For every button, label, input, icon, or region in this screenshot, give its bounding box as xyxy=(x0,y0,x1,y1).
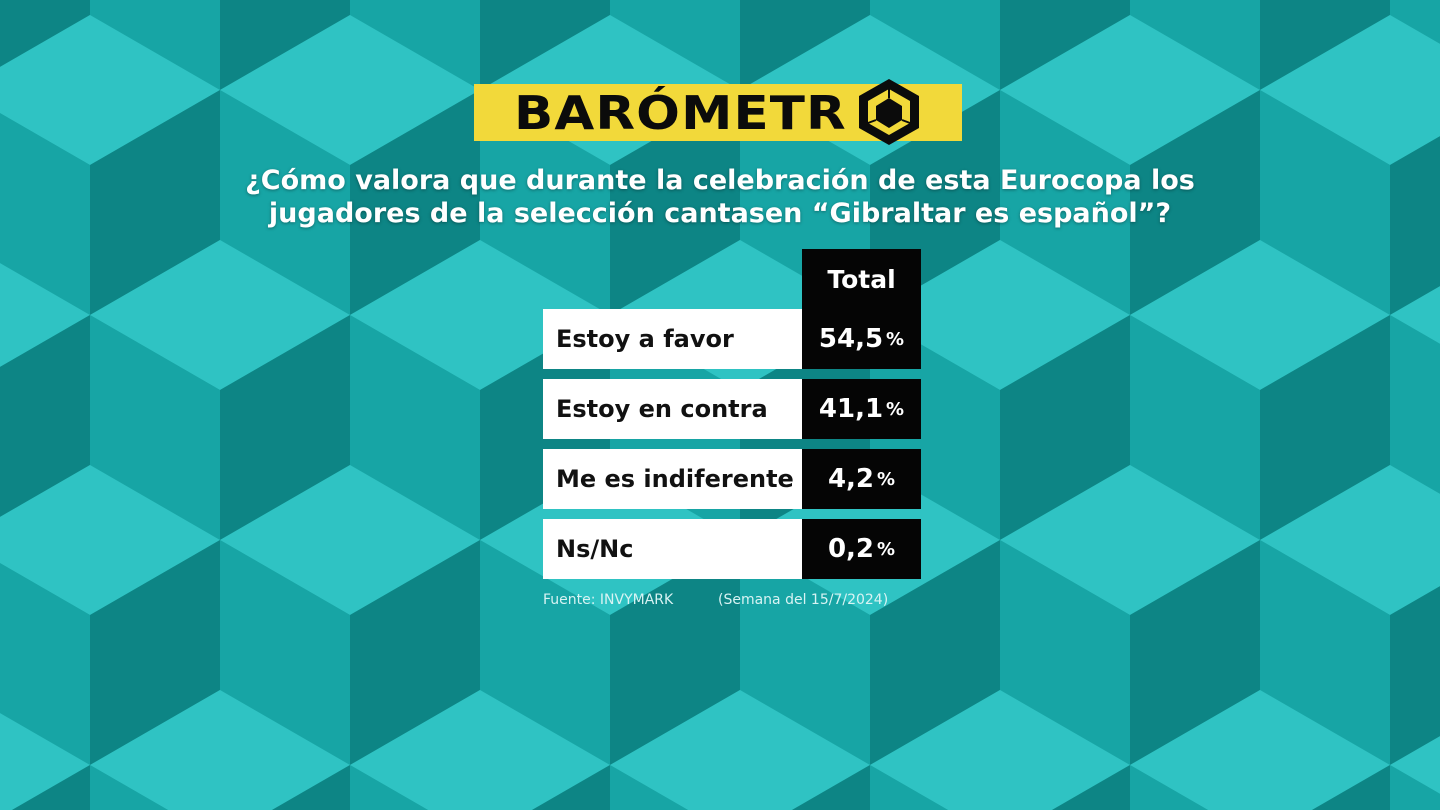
row-value: 0,2 xyxy=(827,534,874,564)
row-label: Me es indiferente xyxy=(543,449,802,509)
row-label: Estoy en contra xyxy=(543,379,802,439)
poll-question: ¿Cómo valora que durante la celebración … xyxy=(245,165,1195,229)
barometro-logo: BARÓMETR xyxy=(474,79,962,145)
row-value-cell: 54,5% xyxy=(802,309,921,369)
table-row: Me es indiferente 4,2% xyxy=(543,449,921,509)
table-row: Ns/Nc 0,2% xyxy=(543,519,921,579)
row-value-cell: 0,2% xyxy=(802,519,921,579)
table-row: Estoy a favor 54,5% xyxy=(543,309,921,369)
row-value: 54,5 xyxy=(818,324,884,354)
logo-text: BARÓMETR xyxy=(514,86,847,140)
source-label: Fuente: INVYMARK xyxy=(543,592,674,608)
row-label: Estoy a favor xyxy=(543,309,802,369)
row-value-cell: 4,2% xyxy=(802,449,921,509)
row-value: 41,1 xyxy=(818,394,884,424)
row-label: Ns/Nc xyxy=(543,519,802,579)
row-unit: % xyxy=(886,328,905,350)
column-header-total: Total xyxy=(802,249,921,309)
table-row: Estoy en contra 41,1% xyxy=(543,379,921,439)
row-unit: % xyxy=(877,468,896,490)
hexagon-cube-icon xyxy=(859,79,919,145)
row-unit: % xyxy=(877,538,896,560)
date-note: (Semana del 15/7/2024) xyxy=(718,592,889,608)
row-value-cell: 41,1% xyxy=(802,379,921,439)
row-value: 4,2 xyxy=(827,464,874,494)
row-unit: % xyxy=(886,398,905,420)
